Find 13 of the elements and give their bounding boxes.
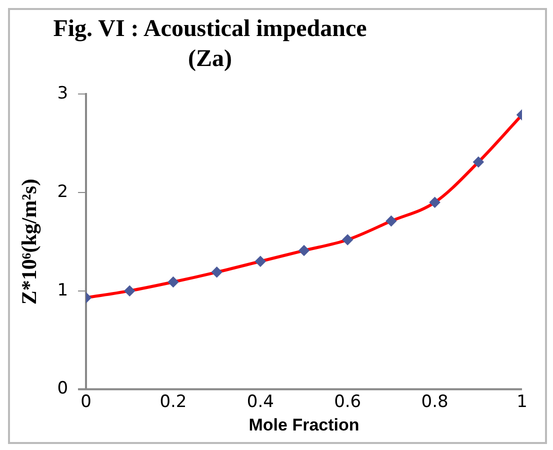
y-tick-label: 1 — [57, 280, 68, 300]
x-tick-label: 0.8 — [421, 392, 448, 412]
y-tick-label: 3 — [57, 84, 68, 104]
x-tick-label: 0 — [80, 392, 92, 412]
x-tick-label: 0.2 — [160, 392, 187, 412]
y-axis-title: Z*10⁶(kg/m²s) — [17, 178, 42, 305]
chart-title: Fig. VI : Acoustical impedance (Za) — [52, 15, 368, 74]
x-axis-title: Mole Fraction — [248, 415, 360, 434]
x-tick-label: 0.4 — [246, 392, 274, 412]
y-tick-label: 2 — [57, 182, 68, 202]
y-tick-label: 0 — [57, 378, 68, 399]
x-tick-label: 0.6 — [334, 392, 362, 412]
x-tick-label: 1 — [516, 392, 528, 412]
